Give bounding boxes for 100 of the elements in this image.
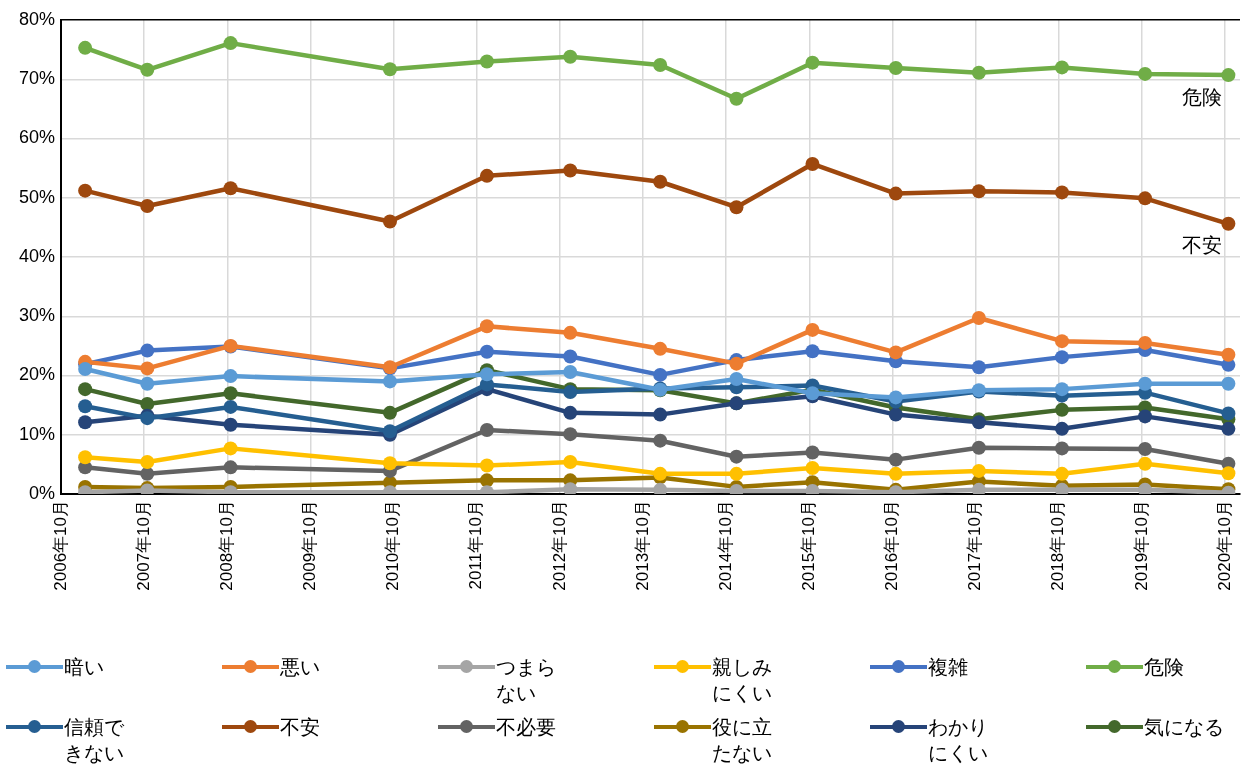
- point: [729, 449, 744, 464]
- point: [1054, 60, 1069, 75]
- y-tick-label: 60%: [18, 127, 55, 148]
- point: [1054, 185, 1069, 200]
- legend-label: 不安: [279, 715, 320, 740]
- point: [971, 440, 986, 455]
- point: [729, 372, 744, 387]
- point: [971, 65, 986, 80]
- point: [653, 367, 668, 382]
- point: [805, 55, 820, 70]
- point: [653, 341, 668, 356]
- point: [653, 482, 668, 494]
- point: [563, 482, 578, 494]
- legend-label: つまらない: [495, 655, 557, 706]
- point: [1221, 376, 1236, 391]
- point: [223, 369, 238, 384]
- point: [1221, 421, 1236, 436]
- point: [78, 415, 93, 430]
- legend-label: 不必要: [495, 715, 556, 740]
- point: [971, 463, 986, 478]
- legend-label: わかりにくい: [927, 715, 989, 766]
- point: [78, 382, 93, 397]
- point: [78, 450, 93, 465]
- point: [653, 174, 668, 189]
- point: [888, 345, 903, 360]
- point: [653, 433, 668, 448]
- point: [1221, 466, 1236, 481]
- point: [140, 62, 155, 77]
- y-tick-label: 0%: [28, 482, 55, 503]
- y-tick-label: 10%: [18, 423, 55, 444]
- point: [1054, 382, 1069, 397]
- point: [805, 322, 820, 337]
- point: [479, 54, 494, 69]
- point: [653, 58, 668, 73]
- y-tick-label: 80%: [18, 8, 55, 29]
- point: [805, 156, 820, 171]
- point: [805, 445, 820, 460]
- x-tick-label: 2010年10月: [383, 500, 403, 591]
- point: [888, 186, 903, 201]
- point: [729, 466, 744, 481]
- y-tick-label: 20%: [18, 364, 55, 385]
- point: [563, 325, 578, 340]
- point: [382, 62, 397, 77]
- point: [140, 455, 155, 470]
- point: [729, 91, 744, 106]
- point: [78, 361, 93, 376]
- point: [1138, 456, 1153, 471]
- point: [1138, 376, 1153, 391]
- y-tick-label: 70%: [18, 68, 55, 89]
- point: [653, 407, 668, 422]
- point: [1138, 335, 1153, 350]
- point: [223, 399, 238, 414]
- x-tick-label: 2018年10月: [1048, 500, 1068, 591]
- x-tick-label: 2012年10月: [549, 500, 569, 591]
- x-tick-label: 2007年10月: [133, 500, 153, 591]
- point: [729, 200, 744, 215]
- point: [1221, 406, 1236, 421]
- point: [78, 183, 93, 198]
- point: [563, 349, 578, 364]
- y-tick-label: 50%: [18, 186, 55, 207]
- point: [805, 460, 820, 475]
- point: [382, 374, 397, 389]
- point: [223, 417, 238, 432]
- point: [223, 181, 238, 196]
- point: [479, 423, 494, 438]
- point: [563, 163, 578, 178]
- point: [479, 319, 494, 334]
- point: [1138, 66, 1153, 81]
- point: [140, 396, 155, 411]
- point: [1138, 441, 1153, 456]
- legend-label: 悪い: [279, 655, 320, 680]
- x-tick-label: 2019年10月: [1131, 500, 1151, 591]
- point: [140, 199, 155, 214]
- point: [563, 405, 578, 420]
- point: [479, 168, 494, 183]
- y-tick-label: 30%: [18, 305, 55, 326]
- legend-label: 信頼できない: [63, 715, 125, 766]
- point: [1054, 466, 1069, 481]
- point: [563, 364, 578, 379]
- point: [1054, 441, 1069, 456]
- point: [223, 386, 238, 401]
- x-tick-label: 2011年10月: [466, 500, 486, 590]
- point: [223, 36, 238, 51]
- legend-label: 気になる: [1143, 715, 1224, 740]
- point: [563, 427, 578, 442]
- point: [653, 466, 668, 481]
- point: [971, 311, 986, 326]
- point: [888, 60, 903, 75]
- legend-label: 危険: [1143, 655, 1184, 680]
- x-tick-label: 2017年10月: [965, 500, 985, 591]
- x-tick-label: 2013年10月: [632, 500, 652, 591]
- point: [1054, 421, 1069, 436]
- point: [223, 460, 238, 475]
- point: [1138, 482, 1153, 494]
- annotation: 不安: [1182, 234, 1223, 257]
- point: [78, 40, 93, 55]
- x-tick-label: 2006年10月: [50, 500, 70, 591]
- point: [382, 405, 397, 420]
- x-tick-label: 2014年10月: [715, 500, 735, 591]
- point: [78, 399, 93, 414]
